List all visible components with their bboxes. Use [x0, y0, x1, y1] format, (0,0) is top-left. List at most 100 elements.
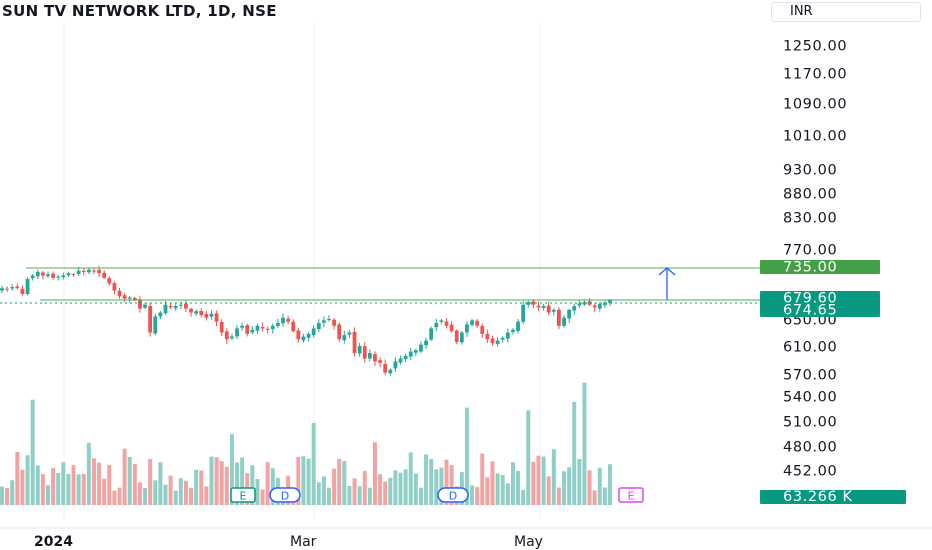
volume-bar: [577, 459, 582, 505]
volume-bar: [464, 407, 469, 505]
volume-bar: [306, 458, 311, 505]
candlesticks: [0, 266, 612, 377]
candle-body: [112, 283, 117, 291]
price-tick-label: 570.00: [783, 368, 837, 384]
earnings-marker: E: [230, 487, 256, 503]
candle-body: [224, 331, 229, 340]
volume-tag-label: 63.266 K: [783, 489, 853, 505]
volume-bar: [173, 490, 178, 505]
volume-bar: [148, 458, 153, 505]
target-arrow-head: [658, 267, 676, 276]
candle-body: [168, 306, 173, 308]
candle-body: [378, 360, 382, 363]
candle-body: [240, 325, 245, 328]
candle-body: [214, 313, 219, 322]
candle-body: [189, 308, 193, 313]
chart-title: SUN TV NETWORK LTD, 1D, NSE: [2, 2, 277, 20]
candle-body: [500, 337, 505, 340]
volume-bar: [602, 487, 607, 505]
price-tick-label: 610.00: [783, 340, 837, 356]
volume-bar: [250, 465, 255, 505]
volume-bar: [332, 468, 337, 505]
volume-bar: [301, 456, 306, 505]
candle-body: [40, 272, 45, 276]
price-levels: [0, 267, 760, 304]
candle-body: [480, 325, 485, 334]
marker-label: E: [628, 490, 635, 503]
volume-bar: [413, 473, 418, 505]
volume-bars: [0, 382, 612, 505]
candle-body: [15, 286, 20, 289]
volume-bar: [30, 399, 35, 505]
candle-body: [76, 270, 81, 275]
candle-body: [132, 298, 137, 300]
volume-bar: [326, 487, 331, 505]
volume-bar: [56, 473, 61, 505]
candle-body: [505, 332, 510, 339]
candle-body: [362, 346, 367, 359]
volume-bar: [449, 465, 454, 505]
candle-body: [459, 332, 464, 343]
candle-body: [332, 319, 337, 326]
volume-bar: [66, 473, 71, 505]
candle-body: [35, 272, 40, 277]
candle-body: [316, 323, 321, 330]
volume-bar: [597, 467, 602, 505]
time-axis: 2024 Mar May: [0, 527, 932, 550]
time-axis-label: 2024: [34, 534, 73, 550]
volume-bar: [408, 452, 413, 505]
candle-body: [66, 273, 71, 276]
price-tick-label: 770.00: [783, 243, 837, 259]
volume-bar: [378, 474, 383, 505]
candle-body: [230, 336, 234, 339]
candle-body: [429, 328, 434, 340]
candle-body: [163, 304, 168, 314]
candle-body: [265, 328, 270, 330]
volume-bar: [127, 456, 132, 505]
candle-body: [311, 328, 316, 336]
candle-body: [419, 344, 423, 352]
volume-bar: [102, 478, 107, 505]
volume-bar: [194, 469, 199, 505]
candle-body: [383, 363, 388, 373]
candle-body: [465, 324, 469, 333]
volume-bar: [61, 462, 66, 505]
volume-bar: [260, 489, 265, 505]
candle-body: [86, 269, 91, 273]
candle-body: [25, 278, 30, 295]
candle-body: [107, 278, 112, 284]
marker-box: [230, 487, 256, 503]
volume-bar: [485, 477, 490, 505]
volume-bar: [25, 455, 30, 505]
marker-box: [437, 487, 469, 503]
volume-bar: [316, 482, 321, 505]
candle-body: [408, 351, 413, 357]
volume-bar: [516, 470, 521, 505]
volume-bar: [367, 487, 372, 505]
volume-bar: [158, 462, 163, 505]
volume-bar: [20, 469, 25, 505]
candle-body: [490, 338, 495, 344]
volume-bar: [321, 476, 326, 505]
dividend-marker: D: [269, 487, 301, 503]
volume-bar: [122, 448, 127, 505]
price-tick-label: 452.00: [783, 464, 837, 480]
candle-body: [30, 275, 35, 278]
candle-body: [572, 306, 577, 311]
price-tag-box: [760, 291, 880, 305]
candle-body: [536, 305, 541, 308]
currency-selector[interactable]: INR: [771, 2, 921, 22]
candle-body: [367, 353, 372, 359]
candle-body: [158, 312, 163, 317]
candle-body: [97, 269, 101, 274]
volume-bar: [531, 461, 536, 505]
volume-bar: [270, 468, 275, 505]
volume-bar: [541, 456, 546, 505]
candle-body: [143, 304, 147, 308]
volume-bar: [526, 410, 531, 505]
volume-bar: [372, 442, 377, 505]
candle-body: [567, 309, 572, 319]
marker-box: [269, 487, 301, 503]
candle-body: [235, 328, 239, 337]
